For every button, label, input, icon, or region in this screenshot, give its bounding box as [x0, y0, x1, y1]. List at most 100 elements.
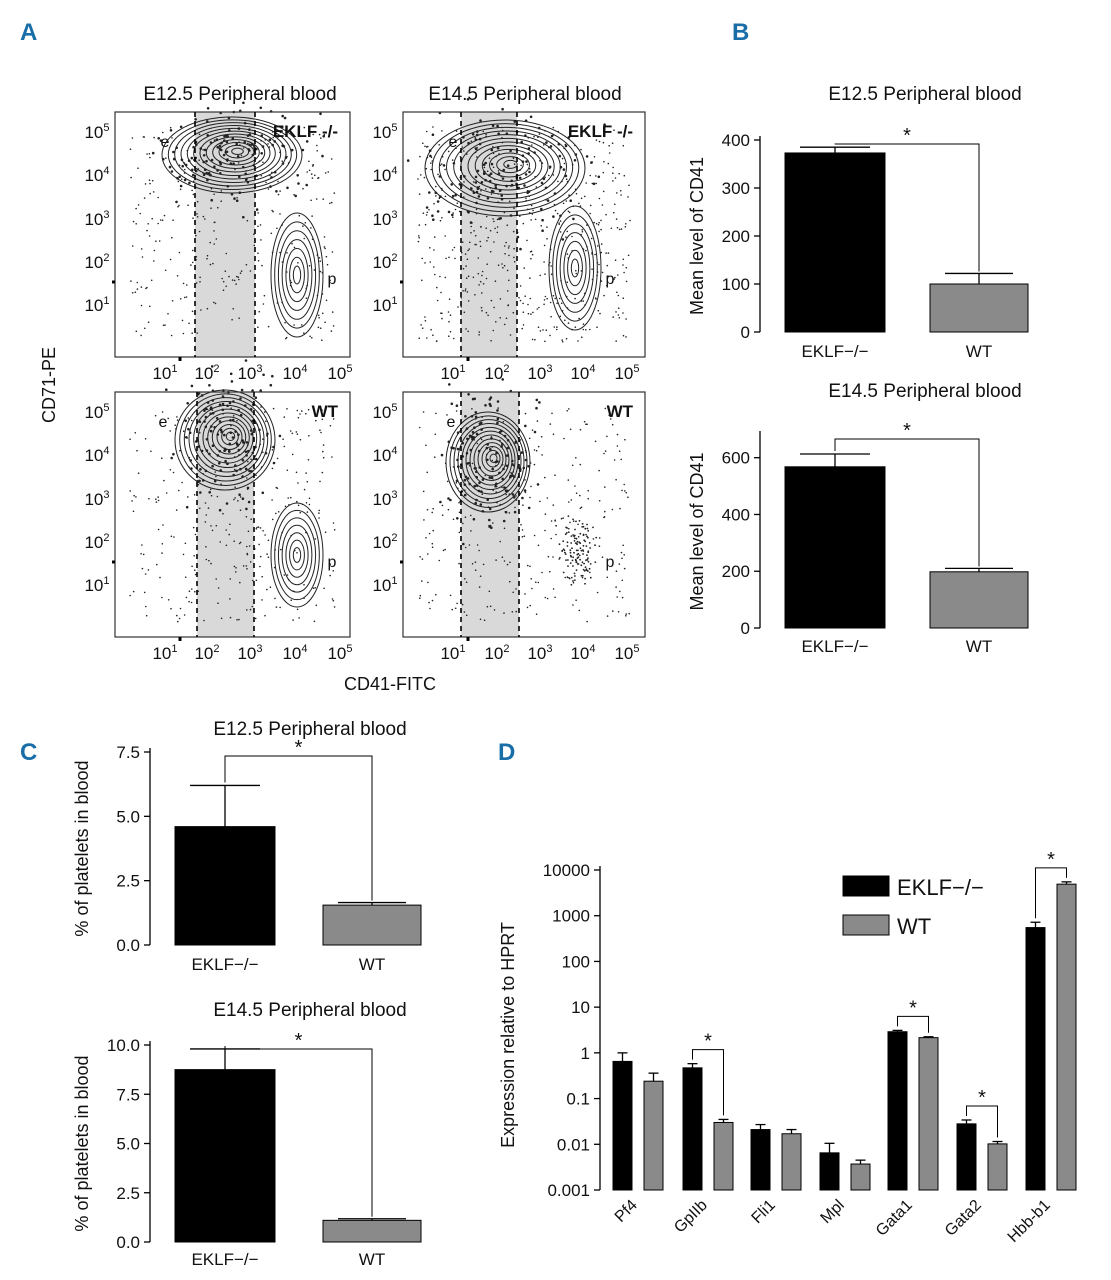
scatter-dot — [158, 240, 161, 242]
scatter-dot — [435, 593, 437, 596]
genotype-label: EKLF -/- — [568, 122, 633, 141]
scatter-dot — [205, 171, 208, 175]
scatter-dot — [597, 224, 600, 226]
scatter-dot — [157, 137, 160, 140]
scatter-dot — [474, 138, 478, 141]
scatter-dot — [235, 567, 237, 569]
scatter-dot — [556, 212, 559, 215]
scatter-dot — [246, 134, 250, 137]
scatter-dots — [417, 126, 631, 343]
scatter-dot — [215, 475, 217, 478]
bar-wt — [987, 1143, 1008, 1191]
scatter-dot — [542, 329, 544, 331]
scatter-dot — [448, 298, 451, 301]
scatter-dot — [455, 479, 459, 483]
scatter-dot — [189, 459, 192, 462]
scatter-dot — [511, 459, 514, 463]
scatter-dot — [227, 116, 231, 120]
scatter-dot — [296, 409, 299, 412]
scatter-dot — [603, 452, 605, 455]
x-tick-label: 101 — [440, 363, 465, 383]
y-tick-label-exp: 5 — [391, 402, 397, 414]
scatter-dot — [271, 209, 273, 212]
scatter-dot — [216, 146, 219, 149]
scatter-dot — [524, 119, 528, 122]
scatter-dot — [474, 294, 476, 296]
scatter-dot — [462, 290, 464, 292]
scatter-dot — [603, 161, 605, 163]
scatter-dot — [609, 418, 612, 420]
scatter-dot — [308, 503, 311, 506]
scatter-dot — [170, 456, 173, 460]
scatter-dots — [129, 406, 336, 623]
scatter-dot — [478, 549, 480, 552]
scatter-dot — [562, 548, 565, 551]
scatter-dot — [501, 486, 503, 489]
scatter-dot — [223, 433, 226, 437]
flow-ylabel: CD71-PE — [39, 347, 59, 423]
x-tick-label-base: 10 — [237, 644, 256, 663]
population-p-label: p — [606, 271, 615, 288]
scatter-dot — [460, 251, 463, 254]
scatter-dot — [503, 612, 505, 614]
scatter-dot — [598, 197, 601, 200]
x-tick-label-exp: 3 — [256, 363, 262, 375]
scatter-dot — [623, 567, 626, 570]
scatter-dot — [493, 220, 495, 223]
scatter-dot — [501, 442, 504, 446]
scatter-dot — [213, 230, 215, 232]
y-tick-label: 300 — [722, 179, 750, 198]
scatter-dot — [178, 489, 180, 492]
scatter-dot — [491, 467, 495, 471]
scatter-dot — [420, 324, 422, 326]
scatter-dot — [492, 146, 494, 148]
scatter-dot — [202, 479, 205, 482]
scatter-dot — [223, 134, 226, 138]
scatter-dot — [566, 527, 568, 529]
scatter-dot — [467, 461, 471, 465]
scatter-dot — [264, 411, 266, 413]
scatter-dot — [182, 282, 185, 285]
scatter-dot — [172, 452, 175, 456]
scatter-dot — [523, 535, 526, 537]
scatter-dot — [209, 412, 212, 416]
scatter-dot — [466, 437, 469, 441]
scatter-dot — [486, 170, 489, 172]
scatter-dot — [607, 275, 609, 278]
scatter-dot — [622, 297, 625, 300]
scatter-dot — [317, 176, 320, 179]
scatter-dot — [534, 218, 537, 221]
scatter-dot — [249, 608, 252, 611]
scatter-dot — [603, 516, 605, 519]
scatter-dot — [592, 526, 594, 529]
scatter-dot — [598, 221, 600, 224]
x-tick-label-base: 10 — [527, 364, 546, 383]
x-tick-label-exp: 5 — [633, 363, 639, 375]
scatter-dot — [211, 529, 214, 532]
y-tick-label-exp: 3 — [103, 209, 109, 221]
scatter-dot — [223, 447, 227, 451]
scatter-dot — [430, 162, 432, 164]
scatter-dot — [313, 269, 316, 271]
scatter-dot — [456, 431, 460, 435]
scatter-dot — [527, 564, 529, 567]
scatter-dot — [157, 196, 159, 199]
scatter-dot — [448, 320, 450, 323]
scatter-dot — [264, 534, 266, 536]
x-tick-label-base: 10 — [194, 644, 213, 663]
erythroid-contours — [406, 98, 606, 251]
scatter-dot — [246, 609, 248, 611]
scatter-dot — [552, 294, 555, 297]
scatter-dot — [463, 175, 466, 178]
scatter-dot — [599, 312, 601, 315]
scatter-dot — [269, 586, 272, 588]
scatter-dot — [266, 553, 268, 555]
scatter-dot — [428, 191, 431, 194]
scatter-dot — [571, 547, 573, 550]
scatter-dot — [622, 544, 624, 547]
scatter-dot — [548, 165, 552, 169]
scatter-dot — [590, 161, 593, 164]
scatter-dot — [454, 607, 457, 610]
scatter-dot — [297, 182, 300, 185]
scatter-dot — [584, 195, 586, 198]
